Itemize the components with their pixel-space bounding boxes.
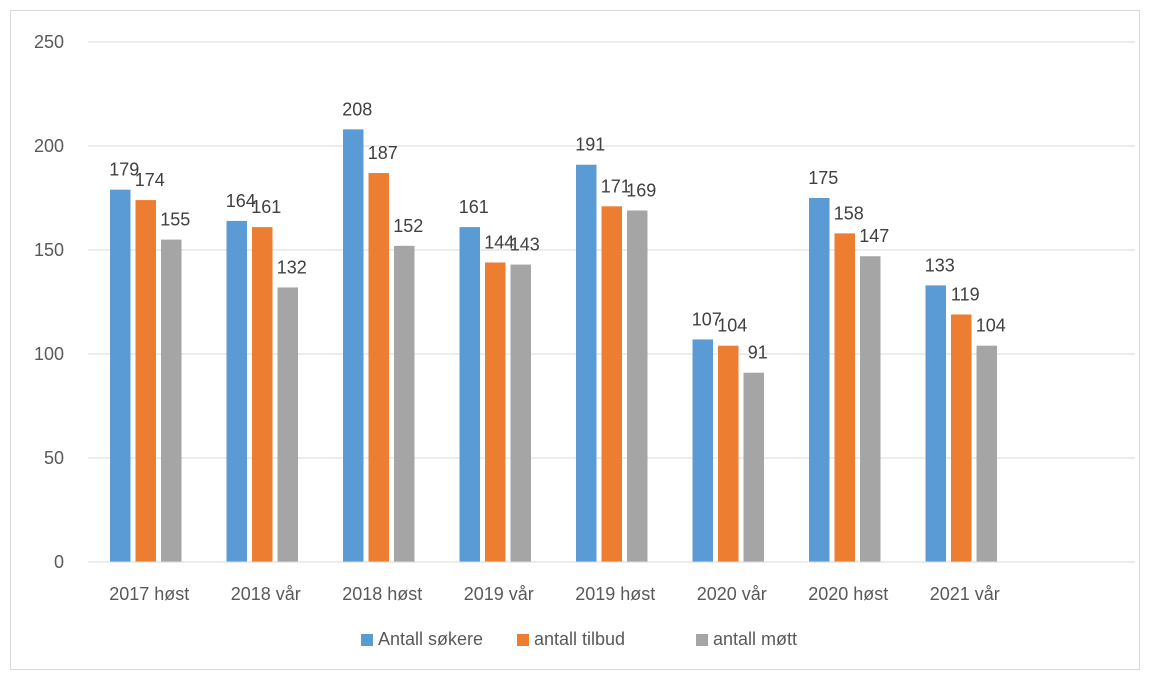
x-tick-label: 2021 vår — [930, 584, 1000, 604]
y-axis-tick-labels: 0 50 100 150 200 250 — [34, 32, 64, 572]
y-tick-label: 150 — [34, 240, 64, 260]
y-tick-label: 100 — [34, 344, 64, 364]
x-tick-label: 2019 vår — [464, 584, 534, 604]
legend-swatch — [696, 634, 708, 646]
data-label: 91 — [748, 343, 768, 363]
data-label: 132 — [277, 257, 307, 277]
data-label: 191 — [575, 135, 605, 155]
x-tick-label: 2020 høst — [808, 584, 888, 604]
data-label: 208 — [342, 99, 372, 119]
data-labels: 1791741551641611322081871521611441431911… — [109, 99, 1006, 362]
y-tick-label: 250 — [34, 32, 64, 52]
data-label: 175 — [808, 168, 838, 188]
bar — [601, 206, 622, 562]
data-label: 104 — [717, 316, 747, 336]
bar — [161, 239, 182, 562]
data-label: 174 — [135, 170, 165, 190]
data-label: 161 — [251, 197, 281, 217]
data-label: 104 — [976, 316, 1006, 336]
data-label: 179 — [109, 160, 139, 180]
bar — [277, 287, 298, 562]
data-label: 169 — [626, 180, 656, 200]
y-tick-label: 0 — [54, 552, 64, 572]
data-label: 155 — [160, 210, 190, 230]
y-tick-label: 200 — [34, 136, 64, 156]
bar — [226, 220, 247, 562]
bar — [510, 264, 531, 562]
x-tick-label: 2018 vår — [231, 584, 301, 604]
bar — [343, 129, 364, 563]
data-label: 107 — [692, 309, 722, 329]
bar — [459, 227, 480, 562]
data-label: 158 — [834, 203, 864, 223]
bar — [135, 200, 156, 562]
data-label: 152 — [393, 216, 423, 236]
data-label: 147 — [859, 226, 889, 246]
legend-swatch — [361, 634, 373, 646]
data-label: 133 — [925, 255, 955, 275]
bars — [110, 129, 997, 563]
bar — [627, 210, 648, 563]
bar — [110, 189, 131, 562]
data-label: 161 — [459, 197, 489, 217]
bar — [743, 372, 764, 562]
bar — [951, 314, 972, 562]
y-tick-label: 50 — [44, 448, 64, 468]
data-label: 187 — [368, 143, 398, 163]
data-label: 171 — [601, 176, 631, 196]
bar — [809, 198, 830, 562]
bar — [692, 339, 713, 562]
bar — [925, 285, 946, 562]
bar — [718, 345, 739, 562]
legend-label: antall tilbud — [534, 629, 625, 649]
x-tick-label: 2019 høst — [575, 584, 655, 604]
x-tick-label: 2017 høst — [109, 584, 189, 604]
bar — [834, 233, 855, 563]
data-label: 119 — [951, 284, 980, 304]
data-label: 143 — [510, 235, 540, 255]
legend-label: Antall søkere — [378, 629, 483, 649]
x-axis-tick-labels: 2017 høst 2018 vår 2018 høst 2019 vår 2019 h… — [109, 584, 1000, 604]
legend-swatch — [517, 634, 529, 646]
legend: Antall søkere antall tilbud antall møtt — [361, 629, 797, 649]
bar — [394, 245, 415, 562]
bar — [252, 227, 273, 562]
data-label: 144 — [484, 232, 514, 252]
data-label: 164 — [226, 191, 256, 211]
bar — [576, 164, 597, 562]
x-tick-label: 2020 vår — [697, 584, 767, 604]
bar — [860, 256, 881, 562]
bar — [485, 262, 506, 562]
x-tick-label: 2018 høst — [342, 584, 422, 604]
bar — [976, 345, 997, 562]
legend-label: antall møtt — [713, 629, 797, 649]
bar — [368, 173, 389, 563]
